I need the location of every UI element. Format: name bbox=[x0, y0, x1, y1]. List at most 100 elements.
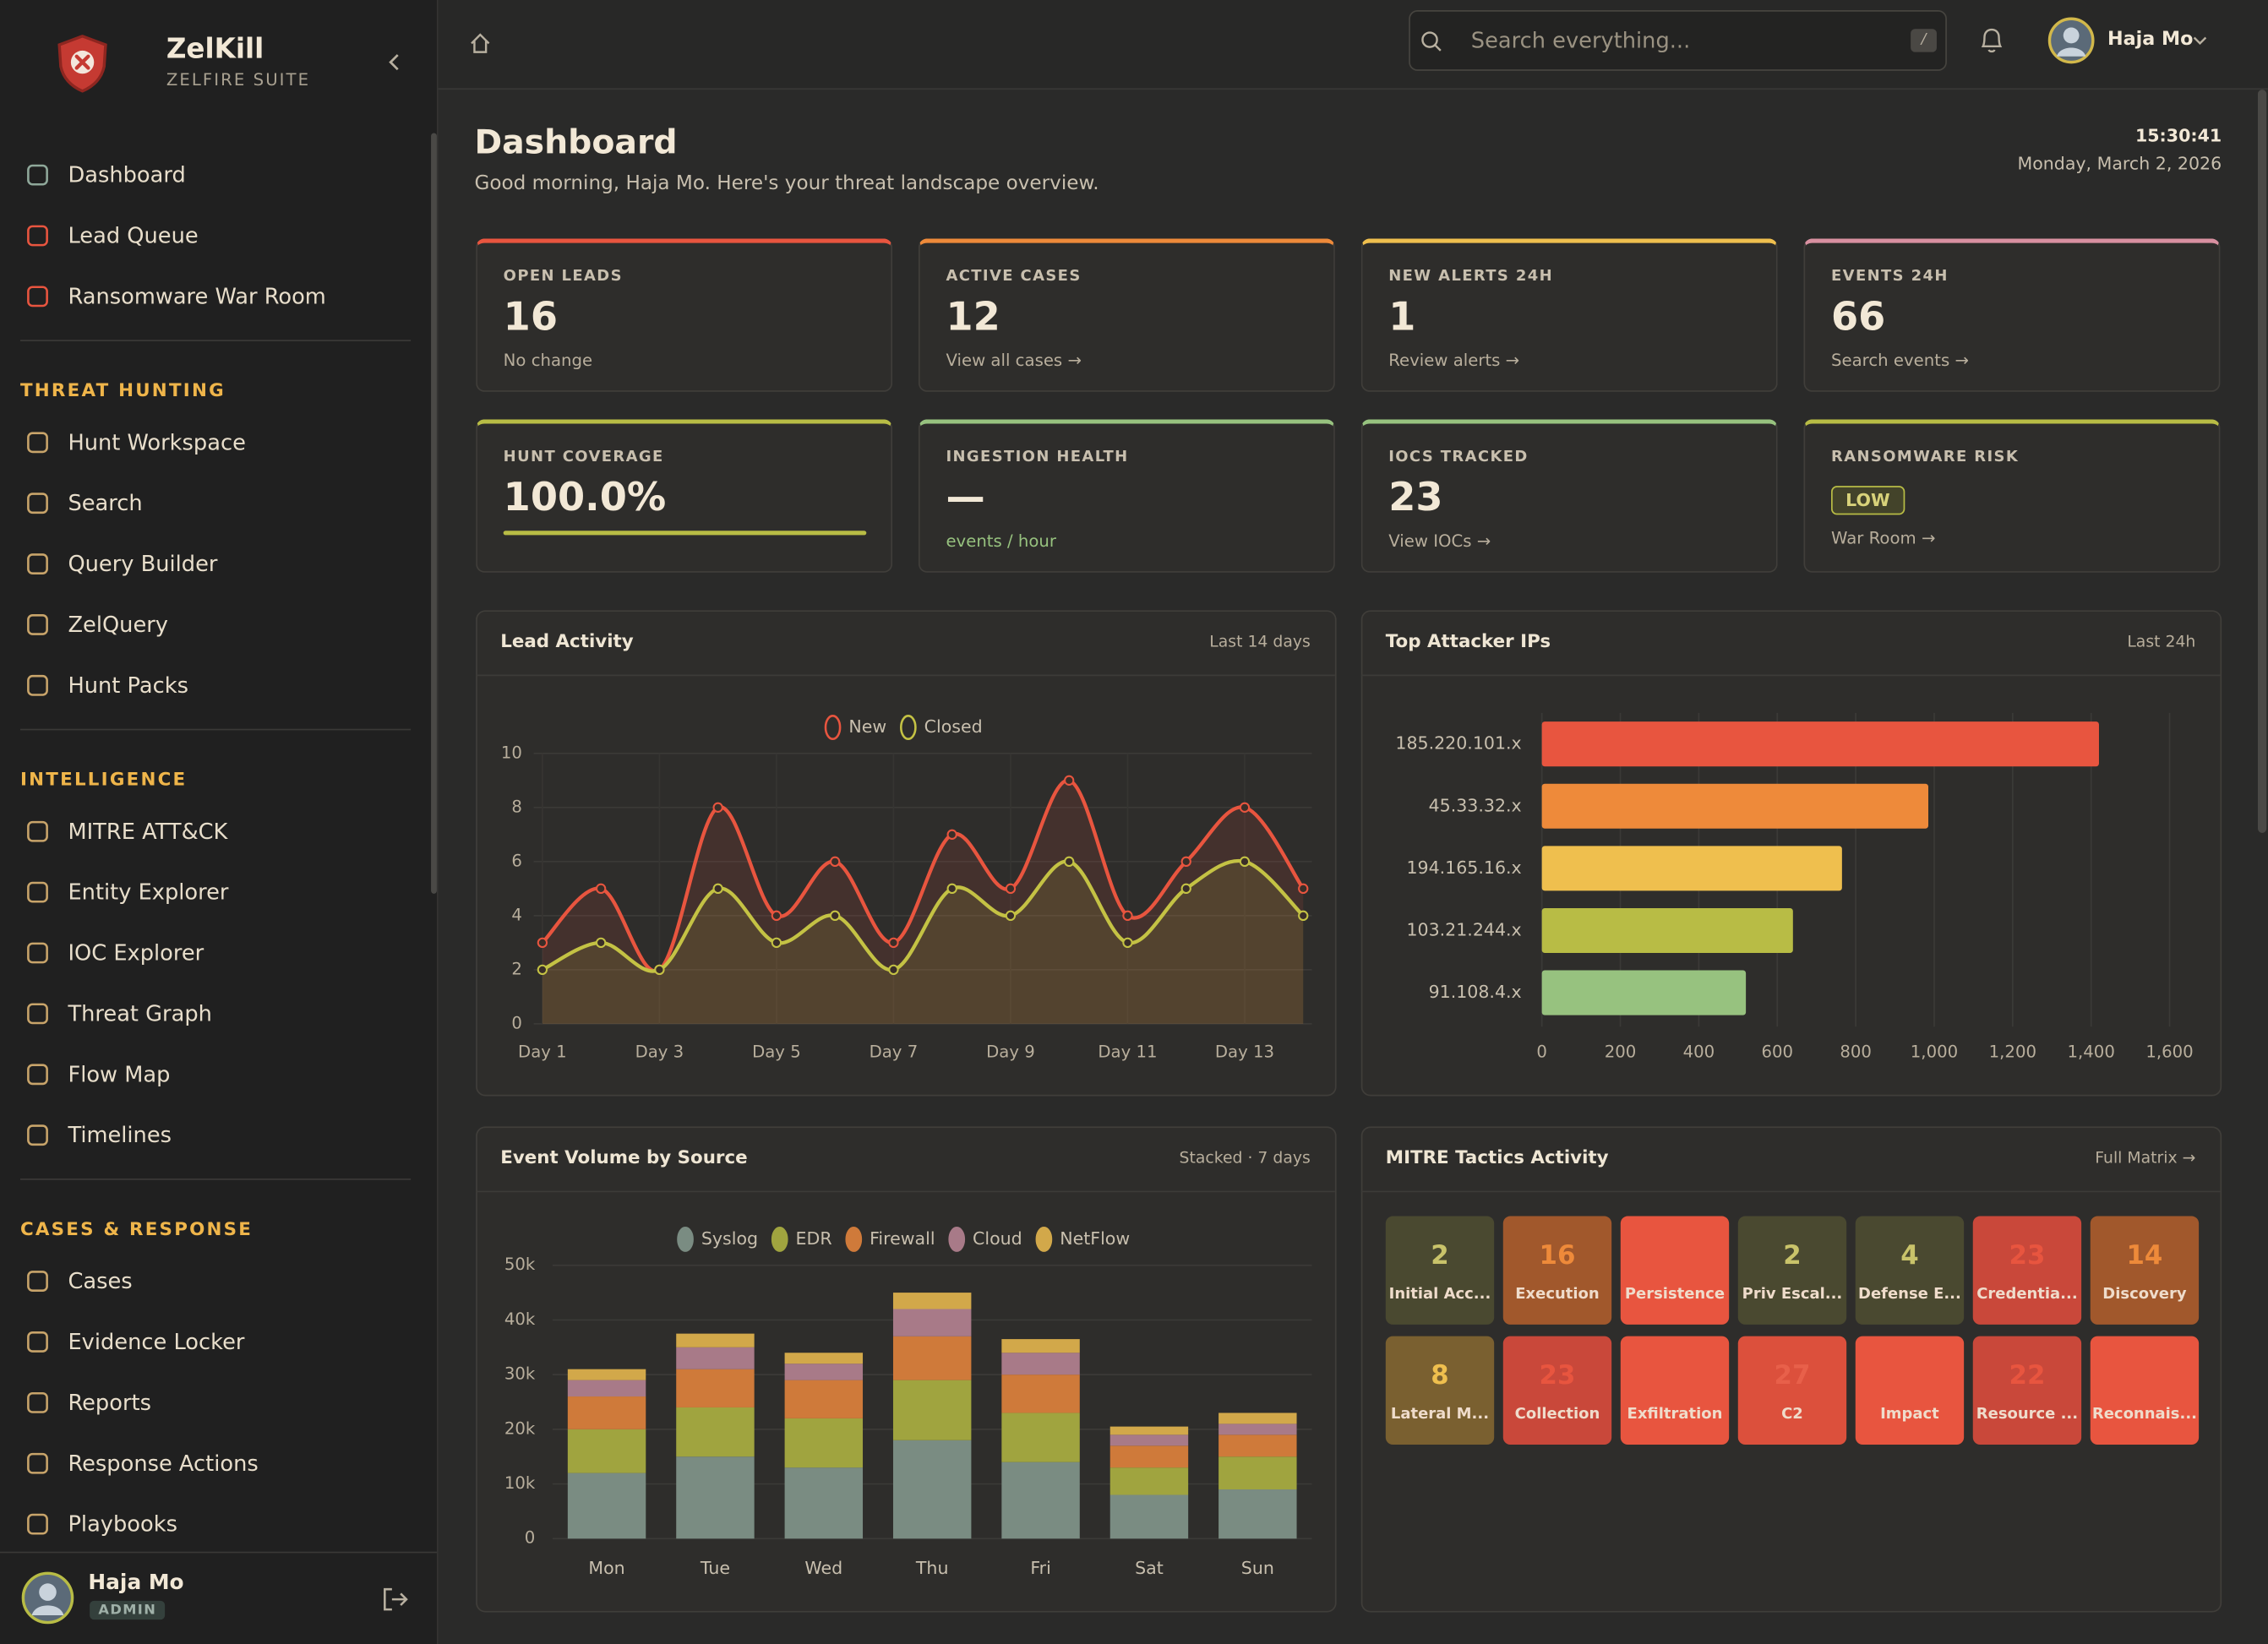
kpi-note[interactable]: Search events → bbox=[1831, 350, 1969, 371]
data-point bbox=[1298, 883, 1309, 895]
tactic-label: Impact bbox=[1880, 1405, 1939, 1423]
nav-icon bbox=[27, 1003, 48, 1025]
user-avatar[interactable] bbox=[20, 1571, 75, 1625]
nav-item[interactable]: Query Builder bbox=[20, 539, 411, 588]
home-button[interactable] bbox=[469, 32, 492, 55]
nav-label: IOC Explorer bbox=[68, 939, 204, 966]
header-avatar[interactable] bbox=[2047, 16, 2096, 65]
kpi-card: INGESTION HEALTH — events / hour bbox=[918, 419, 1335, 573]
kpi-note[interactable]: No change bbox=[503, 350, 593, 371]
tactic-tile bbox=[1972, 1216, 2082, 1325]
nav-label: Playbooks bbox=[68, 1511, 177, 1538]
panel-title: MITRE Tactics Activity bbox=[1386, 1147, 1609, 1168]
nav-icon bbox=[27, 493, 48, 514]
kpi-note[interactable]: Review alerts → bbox=[1388, 350, 1520, 371]
nav-item[interactable]: Hunt Workspace bbox=[20, 418, 411, 467]
legend-swatch bbox=[677, 1226, 694, 1252]
logout-button[interactable] bbox=[380, 1585, 409, 1614]
kpi-value: 1 bbox=[1388, 295, 1416, 340]
tactic-label: Credentia... bbox=[1976, 1285, 2077, 1303]
kpi-value: 16 bbox=[503, 295, 558, 340]
nav-item[interactable]: Hunt Packs bbox=[20, 661, 411, 710]
nav-item[interactable]: Threat Graph bbox=[20, 989, 411, 1038]
search-placeholder: Search everything... bbox=[1470, 27, 1691, 54]
bar-segment bbox=[784, 1364, 864, 1380]
search-box[interactable] bbox=[1409, 9, 1947, 71]
nav-item[interactable]: Reports bbox=[20, 1378, 411, 1427]
nav-icon bbox=[27, 1064, 48, 1086]
tactic-tile bbox=[1737, 1216, 1847, 1325]
nav-item[interactable]: ZelQuery bbox=[20, 600, 411, 649]
kpi-note[interactable]: View all cases → bbox=[946, 350, 1082, 371]
kpi-note[interactable]: View IOCs → bbox=[1388, 531, 1491, 552]
nav-label: Timelines bbox=[68, 1122, 172, 1149]
bar-segment bbox=[1109, 1434, 1189, 1446]
legend-swatch bbox=[824, 715, 842, 740]
nav-item[interactable]: MITRE ATT&CK bbox=[20, 807, 411, 856]
bar-segment bbox=[567, 1429, 646, 1473]
footer-divider bbox=[0, 1551, 437, 1554]
search-shortcut: / bbox=[1911, 29, 1937, 52]
panel-subtitle: Full Matrix → bbox=[2095, 1150, 2195, 1168]
panel bbox=[476, 610, 1337, 1097]
header-user[interactable]: Haja Mo bbox=[2107, 29, 2194, 51]
bar-segment bbox=[1219, 1434, 1297, 1457]
bar-segment bbox=[567, 1396, 646, 1429]
y-tick-label: 91.108.4.x bbox=[1429, 982, 1522, 1002]
y-tick-label: 8 bbox=[511, 797, 522, 816]
nav-item[interactable]: Cases bbox=[20, 1256, 411, 1305]
notifications-button[interactable] bbox=[1977, 26, 2006, 55]
nav-item[interactable]: Search bbox=[20, 479, 411, 528]
kpi-card: ACTIVE CASES 12 View all cases → bbox=[918, 238, 1335, 392]
tactic-label: Initial Acc... bbox=[1389, 1285, 1491, 1303]
tactic-tile bbox=[1855, 1216, 1965, 1325]
data-point bbox=[1005, 883, 1017, 895]
kpi-note[interactable]: War Room → bbox=[1831, 527, 1936, 548]
x-tick-label: Tue bbox=[700, 1558, 730, 1578]
kpi-card: HUNT COVERAGE 100.0% bbox=[476, 419, 893, 573]
nav-item[interactable]: Timelines bbox=[20, 1111, 411, 1160]
data-point bbox=[771, 910, 782, 922]
nav-divider bbox=[19, 728, 412, 731]
y-tick-label: 10 bbox=[501, 743, 522, 762]
nav-item[interactable]: Response Actions bbox=[20, 1439, 411, 1488]
x-tick-label: 600 bbox=[1761, 1042, 1793, 1062]
bar-segment bbox=[1001, 1353, 1080, 1375]
nav-icon bbox=[27, 1391, 48, 1413]
nav-icon bbox=[27, 225, 48, 247]
x-tick-label: 800 bbox=[1840, 1042, 1872, 1062]
tactic-count: 23 bbox=[2009, 1240, 2046, 1271]
y-tick-label: 4 bbox=[511, 905, 522, 924]
kpi-label: OPEN LEADS bbox=[503, 267, 623, 286]
collapse-button[interactable] bbox=[384, 52, 405, 73]
tactic-count: 8 bbox=[1431, 1360, 1448, 1391]
bar-segment bbox=[1109, 1494, 1189, 1539]
kpi-note[interactable]: events / hour bbox=[946, 531, 1057, 552]
nav-item[interactable]: IOC Explorer bbox=[20, 928, 411, 977]
nav-item[interactable]: Entity Explorer bbox=[20, 868, 411, 917]
page-title: Dashboard bbox=[474, 124, 678, 162]
nav-item[interactable]: Evidence Locker bbox=[20, 1317, 411, 1366]
nav-item[interactable]: Flow Map bbox=[20, 1050, 411, 1099]
nav-icon bbox=[27, 553, 48, 574]
tactic-tile bbox=[1502, 1336, 1612, 1445]
x-tick-label: Day 1 bbox=[518, 1042, 567, 1062]
series-area bbox=[542, 860, 1304, 1024]
data-point bbox=[830, 856, 841, 867]
data-point bbox=[1239, 856, 1251, 867]
kpi-card: EVENTS 24H 66 Search events → bbox=[1803, 238, 2221, 392]
kpi-card: NEW ALERTS 24H 1 Review alerts → bbox=[1360, 238, 1778, 392]
nav-item[interactable]: Lead Queue bbox=[20, 211, 411, 260]
bar bbox=[1541, 721, 2099, 767]
tactic-tile bbox=[1385, 1336, 1495, 1445]
kpi-label: EVENTS 24H bbox=[1831, 267, 1949, 286]
nav-item[interactable]: Playbooks bbox=[20, 1500, 411, 1549]
nav-divider bbox=[19, 1179, 412, 1180]
nav-divider bbox=[19, 340, 412, 341]
data-point bbox=[771, 937, 782, 949]
nav-item[interactable]: Ransomware War Room bbox=[20, 272, 411, 321]
nav-item[interactable]: Dashboard bbox=[20, 150, 411, 199]
nav-label: Lead Queue bbox=[68, 222, 199, 249]
user-menu-toggle[interactable] bbox=[2191, 33, 2209, 47]
tactic-label: C2 bbox=[1781, 1405, 1803, 1423]
